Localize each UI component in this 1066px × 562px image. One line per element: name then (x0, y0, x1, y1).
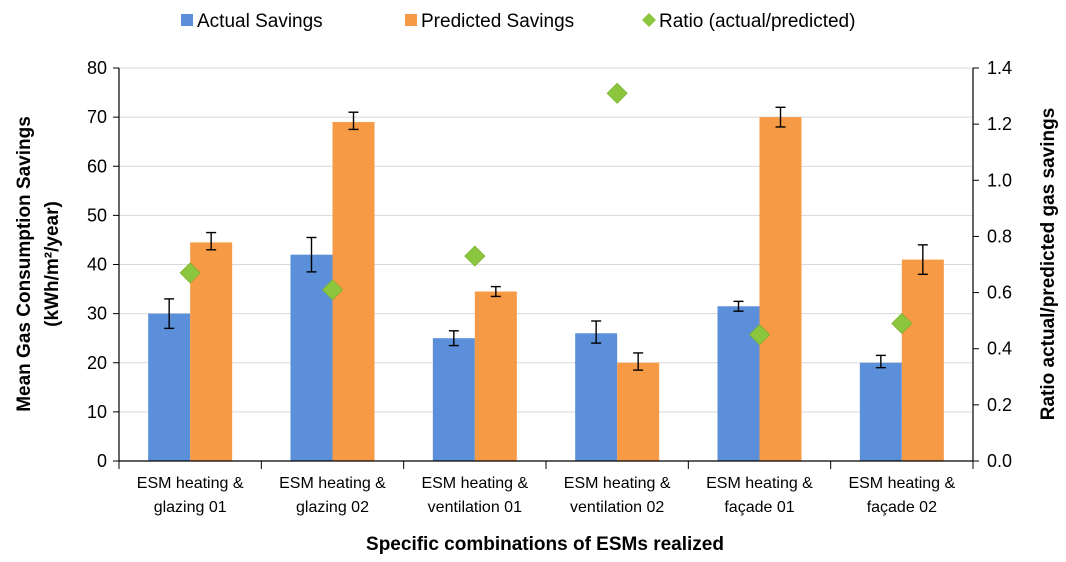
y-axis-title-line2: (kWh/m²/year) (42, 201, 63, 327)
x-axis-title: Specific combinations of ESMs realized (366, 534, 724, 555)
x-tick-label: façade 02 (867, 499, 937, 516)
legend-swatch-0 (181, 14, 193, 26)
gridlines (119, 67, 973, 413)
ratio-marker-1 (321, 279, 344, 301)
x-tick-label: ESM heating & (848, 475, 955, 492)
x-tick-label: ESM heating & (421, 475, 528, 492)
y-tick-label: 70 (87, 107, 107, 127)
x-tick-label: ESM heating & (137, 475, 244, 492)
bar-0-3 (575, 333, 618, 461)
bar-1-3 (617, 362, 660, 461)
x-tick-label: glazing 02 (296, 499, 369, 516)
y-tick-label: 50 (87, 205, 107, 225)
legend-label-0: Actual Savings (197, 11, 323, 32)
y-tick-label: 0 (97, 451, 107, 471)
y2-tick-label: 1.0 (987, 170, 1012, 190)
y-tick-label: 80 (87, 58, 107, 78)
y2-tick-label: 0.2 (987, 395, 1012, 415)
bar-0-4 (717, 306, 760, 461)
y2-tick-label: 0.6 (987, 283, 1012, 303)
y2-axis-title: Ratio actual/predicted gas savings (1038, 108, 1059, 421)
x-tick-label: ventilation 02 (570, 499, 664, 516)
ratio-marker-5 (891, 312, 913, 335)
bar-1-5 (901, 259, 944, 461)
legend: Actual Savings Predicted Savings Ratio (ac… (181, 11, 855, 32)
legend-label-1: Predicted Savings (421, 11, 574, 32)
x-tick-label: ESM heating & (706, 475, 813, 492)
y-tick-label: 20 (87, 353, 107, 373)
bar-1-2 (474, 291, 517, 461)
y2-tick-label: 0.8 (987, 226, 1012, 246)
axes: 0 10 20 30 40 50 60 70 80 0.0 0.2 0.4 0.6 0.8 1.0 1.2 1.… (87, 58, 1012, 516)
legend-swatch-1 (405, 14, 417, 26)
y2-tick-label: 1.2 (987, 114, 1012, 134)
y2-tick-label: 0.0 (987, 451, 1012, 471)
y-axis-title: Mean Gas Consumption Savings (kWh/m²/yea… (14, 116, 63, 412)
y-tick-label: 40 (87, 255, 107, 275)
ratio-marker-0 (179, 262, 201, 284)
ratio-marker-4 (748, 324, 771, 346)
y-tick-label: 30 (87, 304, 107, 324)
x-tick-label: façade 01 (724, 499, 794, 516)
x-tick-label: glazing 01 (154, 499, 227, 516)
bars (148, 117, 944, 461)
bar-1-0 (190, 242, 233, 461)
bar-1-4 (759, 117, 802, 461)
legend-swatch-2 (642, 13, 656, 27)
ratio-marker-2 (464, 245, 486, 267)
y2-tick-label: 0.4 (987, 339, 1012, 359)
ratio-marker-3 (606, 82, 628, 104)
error-bars (164, 106, 928, 371)
bar-0-0 (148, 313, 191, 461)
x-tick-label: ESM heating & (564, 475, 671, 492)
y-axis-title-line1: Mean Gas Consumption Savings (14, 116, 35, 412)
legend-label-2: Ratio (actual/predicted) (659, 11, 855, 32)
y-tick-label: 10 (87, 402, 107, 422)
bar-0-5 (859, 362, 902, 461)
y2-tick-label: 1.4 (987, 58, 1012, 78)
bar-0-2 (432, 338, 475, 461)
y-tick-label: 60 (87, 156, 107, 176)
x-tick-label: ventilation 01 (428, 499, 522, 516)
x-tick-label: ESM heating & (279, 475, 386, 492)
ratio-markers (179, 82, 913, 346)
